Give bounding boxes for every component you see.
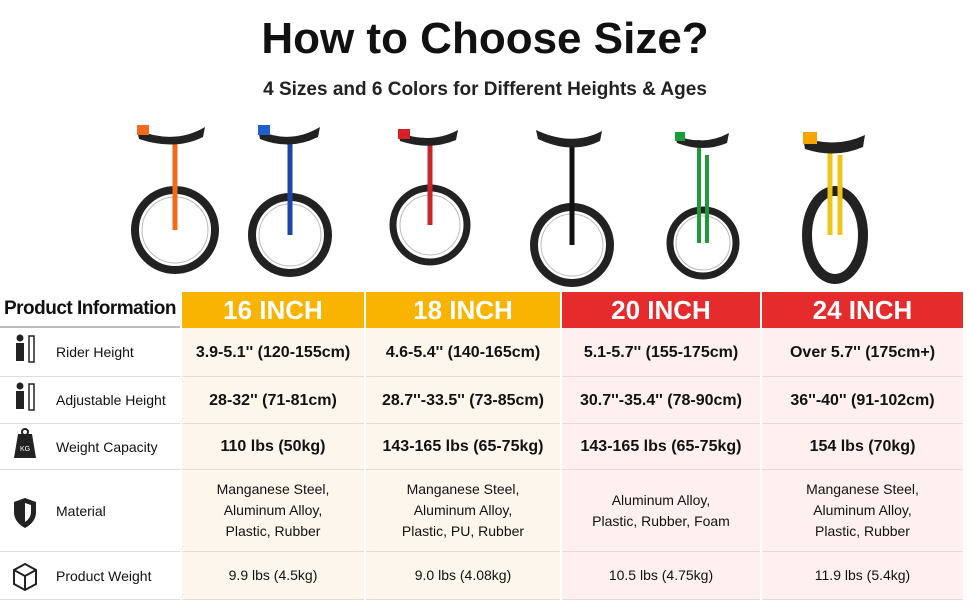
cell-text: Weight Capacity — [56, 438, 158, 455]
column-header: Product Information — [0, 292, 180, 328]
table-cell: Manganese Steel, Aluminum Alloy, Plastic, … — [366, 470, 560, 552]
svg-text:KG: KG — [20, 446, 30, 453]
cell-text: Over 5.7'' (175cm+) — [789, 343, 936, 361]
cell-text: 5.1-5.7'' (155-175cm) — [583, 343, 739, 361]
cell-text: 143-165 lbs (65-75kg) — [382, 438, 544, 455]
table-cell: Manganese Steel, Aluminum Alloy, Plastic, … — [182, 470, 364, 552]
unicycle — [248, 125, 332, 277]
unicycle — [530, 130, 614, 287]
table-cell: 143-165 lbs (65-75kg) — [562, 424, 760, 470]
cell-text: 3.9-5.1'' (120-155cm) — [195, 343, 351, 361]
cell-text: Plastic, Rubber — [225, 523, 321, 539]
adjust-icon — [16, 382, 35, 411]
table-cell: Aluminum Alloy, Plastic, Rubber, Foam — [562, 470, 760, 552]
table-cell: 36''-40'' (91-102cm) — [762, 377, 963, 424]
cell-text: 28.7''-33.5'' (73-85cm) — [382, 391, 544, 409]
cell-text: 18 INCH — [413, 294, 513, 325]
cell-text: Manganese Steel, — [216, 481, 330, 497]
cell-text: 24 INCH — [812, 294, 913, 325]
column-header: 24 INCH — [762, 292, 963, 328]
cell-text: Plastic, Rubber, Foam — [592, 512, 730, 529]
row-label: Product Weight — [0, 552, 180, 600]
box-icon — [13, 562, 37, 592]
table-cell: 154 lbs (70kg) — [762, 424, 963, 470]
cell-text: Aluminum Alloy, — [611, 491, 711, 508]
cell-text: Aluminum Alloy, — [813, 502, 912, 518]
table-cell: 4.6-5.4'' (140-165cm) — [366, 328, 560, 377]
table-cell: 30.7''-35.4'' (78-90cm) — [562, 377, 760, 424]
unicycle — [131, 125, 219, 274]
cell-text: Manganese Steel, — [406, 481, 520, 497]
title: How to Choose Size? — [261, 14, 709, 63]
cell-text: 9.9 lbs (4.5kg) — [228, 567, 318, 583]
unicycle — [666, 132, 740, 280]
cell-text: Material — [56, 502, 106, 519]
table-cell: 143-165 lbs (65-75kg) — [366, 424, 560, 470]
cell-text: 143-165 lbs (65-75kg) — [580, 438, 742, 455]
cell-text: Manganese Steel, — [806, 481, 919, 497]
cell-text: 36''-40'' (91-102cm) — [790, 391, 935, 409]
cell-text: 11.9 lbs (5.4kg) — [814, 567, 911, 583]
cell-text: Aluminum Alloy, — [223, 502, 323, 518]
cell-text: Product Information — [3, 298, 177, 319]
table-cell: 3.9-5.1'' (120-155cm) — [182, 328, 364, 377]
cell-text: 9.0 lbs (4.08kg) — [414, 567, 512, 583]
unicycle — [802, 132, 868, 284]
cell-text: 16 INCH — [223, 294, 323, 325]
cell-text: 30.7''-35.4'' (78-90cm) — [580, 391, 742, 409]
row-icons: KG — [13, 334, 37, 592]
subtitle: 4 Sizes and 6 Colors for Different Heigh… — [263, 79, 707, 100]
cell-text: Adjustable Height — [56, 392, 166, 408]
table-cell: 9.9 lbs (4.5kg) — [182, 552, 364, 600]
table-cell: 11.9 lbs (5.4kg) — [762, 552, 963, 600]
table-cell: 9.0 lbs (4.08kg) — [366, 552, 560, 600]
height-icon — [16, 334, 35, 363]
table-cell: 10.5 lbs (4.75kg) — [562, 552, 760, 600]
cell-text: 28-32'' (71-81cm) — [209, 391, 337, 409]
cell-text: 20 INCH — [611, 294, 711, 325]
cell-text: 154 lbs (70kg) — [809, 438, 916, 455]
table-cell: Over 5.7'' (175cm+) — [762, 328, 963, 377]
cell-text: Aluminum Alloy, — [413, 502, 513, 518]
unicycles — [131, 125, 868, 287]
unicycle — [389, 129, 471, 266]
table-cell: 5.1-5.7'' (155-175cm) — [562, 328, 760, 377]
cell-text: Plastic, Rubber — [815, 523, 910, 539]
column-header: 20 INCH — [562, 292, 760, 328]
table-cell: 110 lbs (50kg) — [182, 424, 364, 470]
cell-text: 110 lbs (50kg) — [220, 438, 326, 455]
cell-text: 4.6-5.4'' (140-165cm) — [385, 343, 541, 361]
table-cell: 28.7''-33.5'' (73-85cm) — [366, 377, 560, 424]
weight-icon: KG — [14, 428, 36, 458]
column-header: 16 INCH — [182, 292, 364, 328]
cell-text: Rider Height — [56, 344, 134, 360]
column-header: 18 INCH — [366, 292, 560, 328]
shield-icon — [14, 498, 36, 528]
cell-text: Product Weight — [56, 567, 152, 584]
cell-text: 10.5 lbs (4.75kg) — [608, 567, 714, 583]
row-label: Adjustable Height — [0, 377, 180, 424]
table-cell: Manganese Steel, Aluminum Alloy, Plastic, … — [762, 470, 963, 552]
cell-text: Plastic, PU, Rubber — [401, 523, 525, 539]
table-cell: 28-32'' (71-81cm) — [182, 377, 364, 424]
